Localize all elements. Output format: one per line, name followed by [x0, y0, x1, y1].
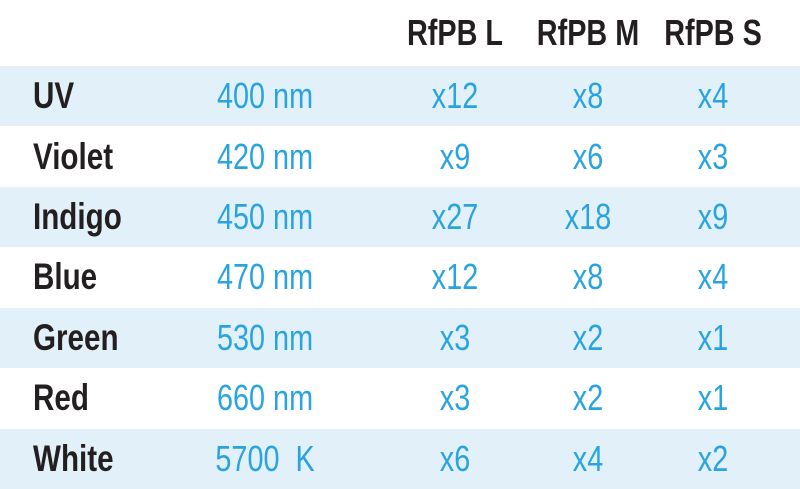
multiplier-value: x8: [572, 75, 604, 117]
multiplier-cell-m: x6: [550, 126, 626, 186]
color-temperature-value: 5700 K: [215, 437, 315, 479]
color-name: Green: [33, 316, 119, 358]
multiplier-cell-m: x4: [550, 429, 626, 489]
multiplier-cell-m: x2: [550, 308, 626, 368]
multiplier-value: x12: [431, 256, 479, 298]
color-name-cell: Red: [0, 368, 170, 428]
multiplier-cell-l: x3: [360, 368, 550, 428]
multiplier-value: x18: [564, 196, 612, 238]
wavelength-cell: 400 nm: [170, 66, 360, 126]
wavelength-cell: 660 nm: [170, 368, 360, 428]
wavelength-value: 660 nm: [216, 377, 314, 419]
multiplier-cell-l: x12: [360, 247, 550, 307]
multiplier-cell-m: x8: [550, 66, 626, 126]
multiplier-cell-l: x12: [360, 66, 550, 126]
wavelength-value: 420 nm: [216, 135, 314, 177]
column-header-rfpb-s: RfPB S: [626, 0, 800, 66]
table-header-row: RfPB L RfPB M RfPB S: [0, 0, 800, 66]
color-name: Indigo: [33, 196, 122, 238]
wavelength-value: 400 nm: [216, 75, 314, 117]
multiplier-value: x9: [439, 135, 471, 177]
column-header-label: RfPB L: [407, 12, 503, 53]
multiplier-value: x2: [572, 316, 604, 358]
multiplier-value: x27: [431, 196, 479, 238]
color-name-cell: White: [0, 429, 170, 489]
color-name-cell: Violet: [0, 126, 170, 186]
multiplier-cell-l: x9: [360, 126, 550, 186]
multiplier-cell-s: x4: [626, 66, 800, 126]
multiplier-value: x4: [697, 256, 729, 298]
column-header-rfpb-l: RfPB L: [360, 0, 550, 66]
table-row: White 5700 K x6 x4 x2: [0, 428, 800, 489]
multiplier-value: x9: [697, 196, 729, 238]
multiplier-value: x2: [697, 437, 729, 479]
multiplier-cell-s: x1: [626, 368, 800, 428]
multiplier-cell-s: x3: [626, 126, 800, 186]
wavelength-value: 470 nm: [216, 256, 314, 298]
wavelength-value: 530 nm: [216, 316, 314, 358]
color-name: Violet: [33, 135, 114, 177]
table-row: Violet 420 nm x9 x6 x3: [0, 126, 800, 187]
wavelength-cell: 530 nm: [170, 308, 360, 368]
multiplier-cell-s: x1: [626, 308, 800, 368]
color-name: UV: [33, 75, 75, 117]
multiplier-value: x1: [697, 377, 729, 419]
column-header-label: RfPB M: [536, 12, 640, 53]
wavelength-cell: 450 nm: [170, 187, 360, 247]
multiplier-cell-l: x3: [360, 308, 550, 368]
table-row: UV 400 nm x12 x8 x4: [0, 66, 800, 127]
multiplier-cell-m: x8: [550, 247, 626, 307]
multiplier-value: x4: [697, 75, 729, 117]
column-header-rfpb-m: RfPB M: [537, 0, 639, 66]
column-header-label: RfPB S: [664, 12, 762, 53]
multiplier-cell-s: x4: [626, 247, 800, 307]
multiplier-cell-s: x9: [626, 187, 800, 247]
multiplier-value: x1: [697, 316, 729, 358]
table-row: Red 660 nm x3 x2 x1: [0, 368, 800, 429]
table-row: Indigo 450 nm x27 x18 x9: [0, 186, 800, 248]
color-name: Blue: [33, 256, 98, 298]
multiplier-cell-l: x27: [360, 187, 550, 247]
multiplier-value: x3: [439, 316, 471, 358]
multiplier-value: x3: [697, 135, 729, 177]
multiplier-cell-s: x2: [626, 429, 800, 489]
color-name: White: [33, 437, 114, 479]
wavelength-cell: 420 nm: [170, 126, 360, 186]
wavelength-value: 450 nm: [216, 196, 314, 238]
multiplier-value: x12: [431, 75, 479, 117]
table-row: Blue 470 nm x12 x8 x4: [0, 247, 800, 308]
multiplier-value: x4: [572, 437, 604, 479]
multiplier-cell-m: x2: [550, 368, 626, 428]
wavelength-cell: 470 nm: [170, 247, 360, 307]
color-name: Red: [33, 377, 89, 419]
multiplier-value: x6: [572, 135, 604, 177]
multiplier-value: x2: [572, 377, 604, 419]
header-spacer-wavelength: [170, 0, 360, 66]
color-name-cell: Blue: [0, 247, 170, 307]
color-name-cell: Green: [0, 308, 170, 368]
table-row: Green 530 nm x3 x2 x1: [0, 307, 800, 369]
wavelength-cell: 5700 K: [170, 429, 360, 489]
multiplier-value: x3: [439, 377, 471, 419]
multiplier-cell-m: x18: [550, 187, 626, 247]
header-spacer-name: [0, 0, 170, 66]
color-name-cell: Indigo: [0, 187, 170, 247]
multiplier-cell-l: x6: [360, 429, 550, 489]
color-name-cell: UV: [0, 66, 170, 126]
multiplier-value: x6: [439, 437, 471, 479]
multiplier-value: x8: [572, 256, 604, 298]
